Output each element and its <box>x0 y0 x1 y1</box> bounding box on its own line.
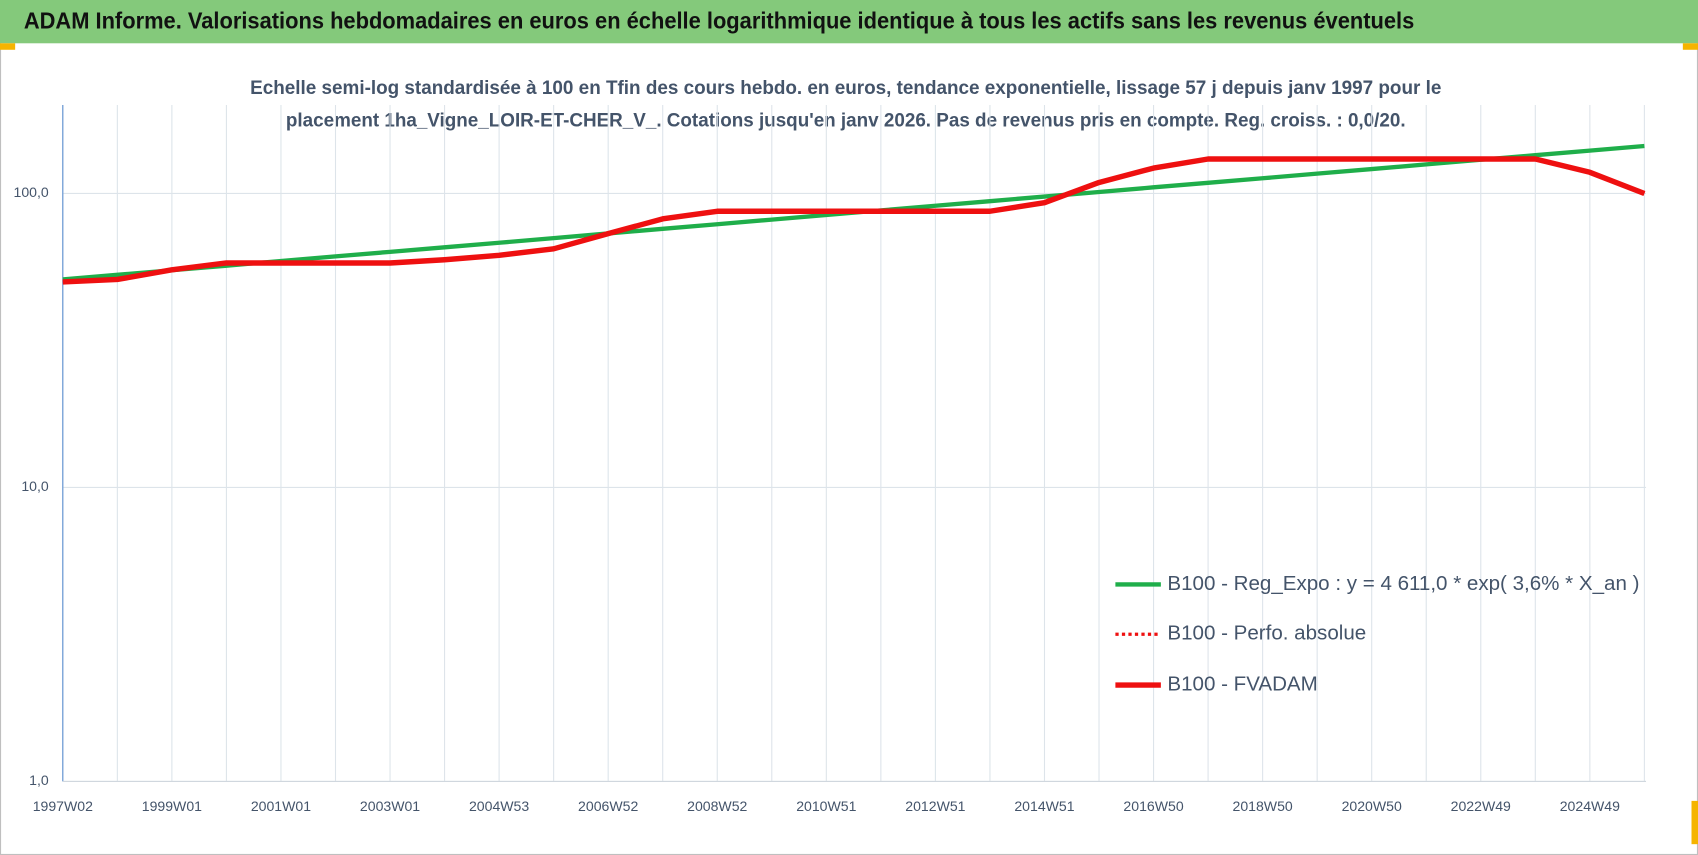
header-bar <box>0 0 1698 44</box>
x-tick-label: 2024W49 <box>1560 798 1620 814</box>
legend-label: B100 - FVADAM <box>1167 673 1317 696</box>
x-tick-label: 2003W01 <box>360 798 420 814</box>
y-tick-label: 100,0 <box>14 184 49 200</box>
corner <box>0 43 16 50</box>
x-tick-label: 1997W02 <box>33 798 93 814</box>
x-tick-label: 2012W51 <box>905 798 965 814</box>
header-title: ADAM Informe. Valorisations hebdomadaire… <box>24 8 1414 34</box>
series-line <box>62 156 1646 285</box>
legend-label: B100 - Perfo. absolue <box>1167 622 1366 645</box>
x-tick-label: 2001W01 <box>251 798 311 814</box>
y-tick-label: 1,0 <box>29 772 49 788</box>
x-tick-label: 2020W50 <box>1342 798 1402 814</box>
x-tick-label: 1999W01 <box>142 798 202 814</box>
x-tick-label: 2006W52 <box>578 798 638 814</box>
y-tick-label: 10,0 <box>21 478 49 494</box>
corner <box>1682 43 1698 50</box>
x-tick-label: 2014W51 <box>1014 798 1074 814</box>
x-tick-label: 2018W50 <box>1233 798 1293 814</box>
x-tick-label: 2022W49 <box>1451 798 1511 814</box>
chart-subtitle: placement 1ha_Vigne_LOIR-ET-CHER_V_. Cot… <box>286 109 1406 131</box>
x-tick-label: 2004W53 <box>469 798 529 814</box>
x-tick-label: 2016W50 <box>1123 798 1183 814</box>
x-tick-label: 2008W52 <box>687 798 747 814</box>
x-tick-label: 2010W51 <box>796 798 856 814</box>
chart-subtitle: Echelle semi-log standardisée à 100 en T… <box>250 77 1441 99</box>
corner <box>1691 800 1698 845</box>
legend-label: B100 - Reg_Expo : y = 4 611,0 * exp( 3,6… <box>1167 572 1639 595</box>
